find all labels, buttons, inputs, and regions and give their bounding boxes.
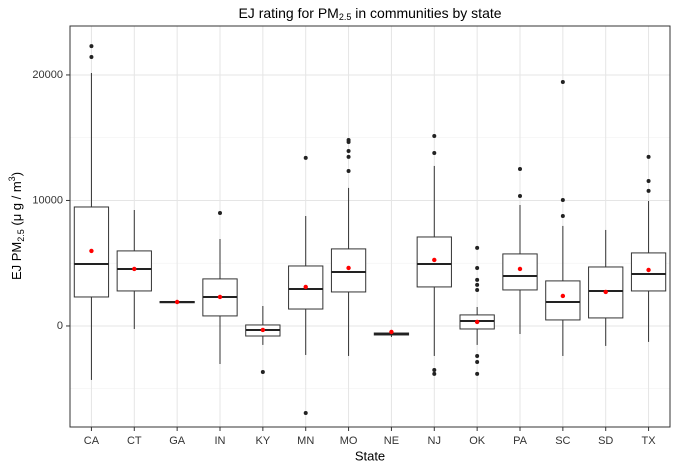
ylabel-sup: 3: [7, 176, 17, 181]
panel-border: [69, 25, 671, 428]
outlier: [475, 277, 480, 282]
mean-point: [646, 267, 651, 273]
x-tick-label: KY: [256, 435, 271, 447]
x-axis-title: State: [355, 448, 385, 463]
outlier: [303, 155, 308, 160]
ylabel-sub: 2.5: [16, 229, 26, 242]
outlier: [560, 79, 565, 84]
y-axis-title: EJ PM2.5 (μ g / m3): [7, 172, 26, 280]
mean-point: [432, 257, 437, 263]
outlier: [646, 188, 651, 193]
title-rest: in communities by state: [351, 5, 501, 21]
mean-point: [517, 266, 523, 272]
box: [73, 206, 110, 298]
outlier: [89, 44, 94, 49]
x-tick-label: MN: [297, 435, 314, 447]
outlier: [432, 151, 437, 156]
mean-point: [217, 294, 223, 300]
ylabel-rest: (μ g / m: [9, 181, 24, 229]
outlier: [560, 197, 565, 202]
x-tick-label: SD: [598, 435, 613, 447]
outlier: [432, 368, 437, 373]
ylabel-end: ): [9, 172, 24, 176]
outlier: [475, 265, 480, 270]
ylabel-main: EJ PM: [9, 242, 24, 280]
outlier: [646, 179, 651, 184]
panel: [70, 26, 670, 427]
mean-point: [346, 265, 351, 271]
title-sub: 2.5: [339, 12, 352, 22]
box: [288, 265, 324, 310]
outlier: [560, 214, 565, 219]
mean-point: [89, 248, 94, 254]
mean-point: [474, 319, 480, 325]
outlier: [518, 193, 522, 198]
y-tick-label: 20000: [32, 69, 63, 81]
outlier: [475, 245, 480, 250]
outlier: [303, 410, 308, 415]
outlier: [89, 55, 94, 60]
x-tick-label: CA: [84, 435, 100, 447]
outlier: [260, 370, 265, 375]
x-tick-label: GA: [169, 435, 186, 447]
outlier: [475, 282, 480, 287]
title-main: EJ rating for PM: [238, 5, 338, 21]
outlier: [346, 168, 351, 173]
box: [545, 280, 581, 321]
mean-point: [389, 329, 394, 335]
x-tick-label: OK: [469, 435, 486, 447]
x-tick-label: TX: [642, 435, 657, 447]
mean-point: [132, 266, 137, 272]
box: [502, 253, 538, 291]
mean-point: [303, 284, 308, 290]
mean-point: [174, 299, 180, 305]
x-tick-label: IN: [215, 435, 226, 447]
x-tick-label: CT: [127, 435, 142, 447]
mean-point: [560, 293, 566, 299]
outlier: [432, 371, 437, 376]
outlier: [218, 211, 222, 216]
y-tick-label: 10000: [32, 194, 63, 206]
x-tick-label: PA: [513, 435, 528, 447]
y-tick-label: 0: [57, 320, 63, 332]
outlier: [432, 133, 437, 138]
outlier: [475, 287, 480, 292]
x-tick-label: NJ: [428, 435, 441, 447]
mean-point: [260, 327, 266, 333]
x-tick-label: SC: [555, 435, 570, 447]
outlier: [346, 139, 351, 144]
box: [330, 248, 367, 293]
chart-title: EJ rating for PM2.5 in communities by st…: [238, 5, 501, 23]
x-tick-label: MO: [340, 435, 358, 447]
outlier: [518, 166, 522, 171]
x-tick-label: NE: [384, 435, 399, 447]
outlier: [346, 149, 351, 154]
mean-point: [603, 289, 608, 295]
outlier: [475, 359, 480, 364]
outlier: [346, 154, 351, 159]
outlier: [646, 154, 651, 159]
outlier: [475, 353, 480, 358]
outlier: [475, 371, 480, 376]
